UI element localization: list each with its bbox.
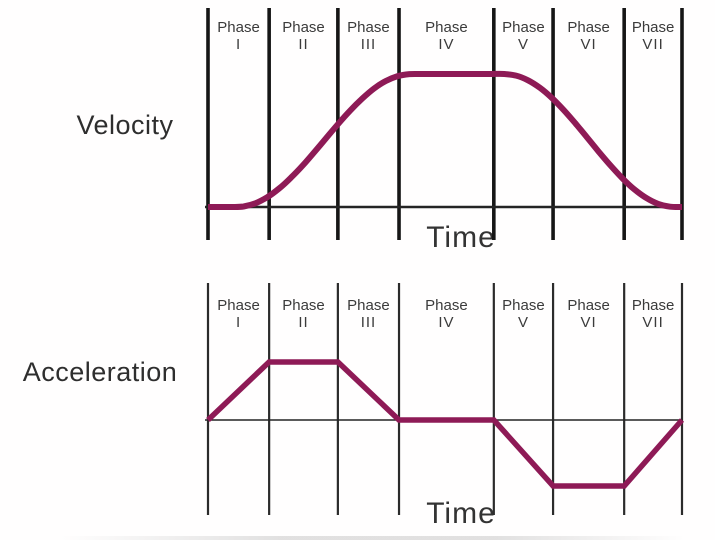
phase-label-numeral: III — [361, 314, 377, 331]
phase-label-word: Phase — [347, 19, 390, 36]
phase-label-numeral: VII — [642, 36, 663, 53]
phase-label-numeral: II — [298, 36, 308, 53]
phase-label-numeral: III — [361, 36, 377, 53]
acceleration-chart: PhaseIPhaseIIPhaseIIIPhaseIVPhaseVPhaseV… — [205, 283, 685, 515]
acceleration-curve — [206, 359, 685, 489]
phase-label-word: Phase — [632, 297, 675, 314]
phase-label-numeral: V — [518, 314, 529, 331]
acceleration-axis-label: Acceleration — [22, 357, 178, 387]
phase-label-word: Phase — [217, 297, 260, 314]
phase-label-word: Phase — [282, 19, 325, 36]
page-edge-shadow — [60, 536, 685, 540]
velocity-time-axis-label: Time — [426, 221, 496, 254]
phase-label-numeral: VI — [581, 36, 597, 53]
phase-label-numeral: IV — [438, 314, 454, 331]
phase-label-word: Phase — [502, 297, 545, 314]
phase-label-numeral: II — [298, 314, 308, 331]
phase-label-word: Phase — [567, 297, 610, 314]
phase-label-word: Phase — [425, 19, 468, 36]
phase-label-word: Phase — [217, 19, 260, 36]
acceleration-time-axis-label: Time — [426, 497, 496, 530]
phase-label-word: Phase — [567, 19, 610, 36]
phase-label-word: Phase — [632, 19, 675, 36]
phase-label-numeral: VI — [581, 314, 597, 331]
velocity-axis-label: Velocity — [76, 110, 174, 140]
phase-label-numeral: IV — [438, 36, 454, 53]
phase-label-numeral: I — [236, 314, 241, 331]
velocity-curve — [207, 70, 683, 211]
phase-label-word: Phase — [282, 297, 325, 314]
phase-label-numeral: VII — [642, 314, 663, 331]
phase-label-word: Phase — [425, 297, 468, 314]
velocity-chart: PhaseIPhaseIIPhaseIIIPhaseIVPhaseVPhaseV… — [205, 8, 684, 240]
phase-label-numeral: I — [236, 36, 241, 53]
phase-label-numeral: V — [518, 36, 529, 53]
phase-label-word: Phase — [347, 297, 390, 314]
phase-label-word: Phase — [502, 19, 545, 36]
